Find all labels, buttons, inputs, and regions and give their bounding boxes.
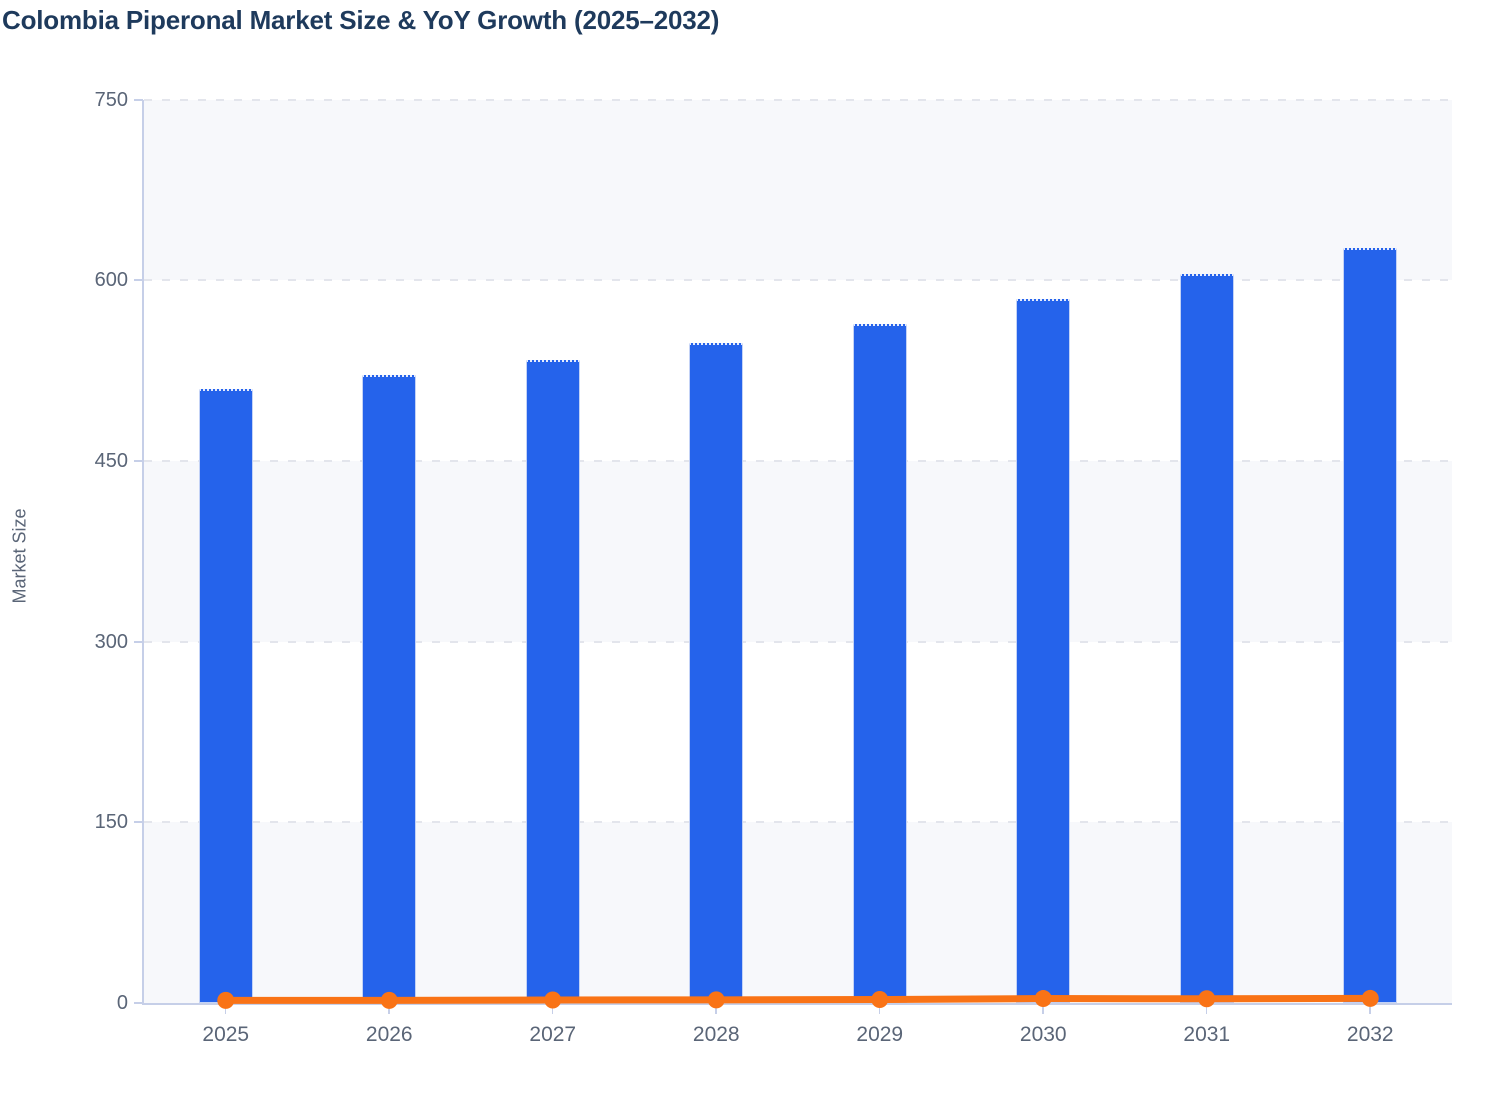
x-tick-2025	[224, 1003, 227, 1014]
x-tick-label-2026: 2026	[365, 1023, 413, 1046]
y-tick-label-600: 600	[94, 269, 128, 292]
x-tick-label-2029: 2029	[856, 1023, 904, 1046]
x-axis-line	[142, 1003, 1452, 1005]
bar-2026[interactable]	[362, 375, 417, 1003]
bar-2025[interactable]	[198, 388, 253, 1003]
y-tick-label-450: 450	[94, 449, 128, 472]
y-tick-label-750: 750	[94, 88, 128, 111]
y-tick-label-0: 0	[116, 992, 128, 1014]
gridline-750	[144, 98, 1452, 101]
gridline-450	[144, 459, 1452, 462]
bar-2027[interactable]	[525, 359, 580, 1003]
x-tick-2029	[878, 1003, 881, 1014]
y-tick-label-300: 300	[94, 630, 128, 653]
y-tick-0	[134, 1002, 143, 1004]
x-tick-label-2031: 2031	[1183, 1023, 1231, 1046]
plot-band-600-750	[144, 99, 1452, 281]
x-tick-2026	[388, 1003, 390, 1014]
y-tick-600	[134, 279, 143, 282]
x-tick-2030	[1042, 1003, 1044, 1014]
x-tick-label-2027: 2027	[529, 1023, 577, 1046]
chart-title: Colombia Piperonal Market Size & YoY Gro…	[2, 5, 720, 35]
gridline-300	[144, 640, 1452, 643]
bar-2030[interactable]	[1016, 299, 1071, 1003]
x-tick-label-2032: 2032	[1346, 1023, 1394, 1046]
plot-band-0-150	[144, 822, 1452, 1003]
gridline-600	[144, 279, 1452, 282]
y-tick-750	[134, 98, 143, 101]
y-tick-450	[134, 459, 143, 462]
x-tick-2031	[1205, 1003, 1208, 1014]
y-tick-150	[134, 821, 143, 824]
x-tick-label-2025: 2025	[202, 1023, 250, 1046]
gridline-150	[144, 821, 1452, 824]
x-tick-2028	[715, 1003, 717, 1014]
y-tick-label-150: 150	[94, 811, 128, 834]
y-axis-line	[142, 99, 144, 1003]
x-tick-2027	[551, 1003, 554, 1014]
y-tick-300	[134, 640, 143, 643]
bar-2028[interactable]	[689, 342, 744, 1003]
bar-2031[interactable]	[1179, 274, 1234, 1003]
plot-band-300-450	[144, 460, 1452, 642]
bar-2032[interactable]	[1343, 247, 1398, 1003]
x-tick-label-2030: 2030	[1019, 1023, 1067, 1046]
x-tick-label-2028: 2028	[692, 1023, 740, 1046]
bar-2029[interactable]	[852, 323, 907, 1003]
x-tick-2032	[1369, 1003, 1371, 1014]
